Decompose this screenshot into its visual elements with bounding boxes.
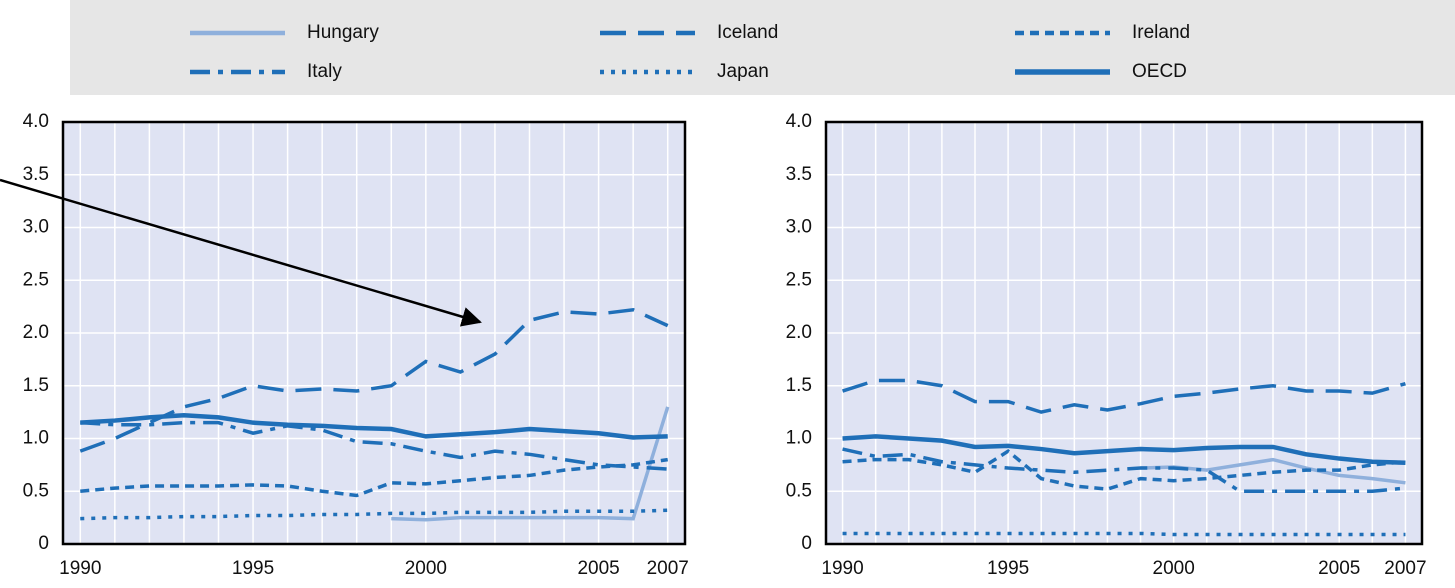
x-tick-label: 1995 [987, 558, 1029, 579]
series-line [80, 420, 668, 471]
y-tick-label: 3.5 [23, 164, 49, 185]
x-tick-label: 2005 [1318, 558, 1360, 579]
series-line [842, 448, 1406, 491]
series-line [842, 434, 1406, 466]
legend-label: Hungary [307, 22, 379, 43]
legend-label: OECD [1132, 61, 1187, 82]
legend-label: Japan [717, 61, 769, 82]
plot-frame [61, 120, 687, 546]
y-tick-label: 0 [801, 533, 812, 554]
y-tick-label: 2.5 [23, 269, 49, 290]
x-tick-label: 1995 [232, 558, 274, 579]
legend-label: Iceland [717, 22, 778, 43]
y-tick-label: 2.0 [786, 322, 812, 343]
y-tick-label: 1.0 [786, 428, 812, 449]
y-tick-label: 1.5 [786, 375, 812, 396]
x-tick-label: 2000 [1153, 558, 1195, 579]
y-tick-label: 4.0 [23, 111, 49, 132]
legend-label: Italy [307, 61, 342, 82]
plot-frame [824, 120, 1424, 546]
y-tick-label: 1.0 [23, 428, 49, 449]
y-tick-label: 3.0 [23, 217, 49, 238]
series-line [79, 307, 669, 453]
y-tick-label: 0 [38, 533, 49, 554]
series-line [842, 378, 1406, 414]
x-tick-label: 2007 [647, 558, 689, 579]
x-tick-label: 1990 [821, 558, 863, 579]
y-tick-label: 3.5 [786, 164, 812, 185]
y-tick-label: 0.5 [23, 480, 49, 501]
x-tick-label: 2000 [405, 558, 447, 579]
y-tick-label: 2.0 [23, 322, 49, 343]
series-line [842, 447, 1406, 493]
series-line [80, 457, 668, 498]
y-tick-label: 1.5 [23, 375, 49, 396]
y-tick-label: 2.5 [786, 269, 812, 290]
x-tick-label: 2005 [577, 558, 619, 579]
y-tick-label: 0.5 [786, 480, 812, 501]
y-tick-label: 4.0 [786, 111, 812, 132]
x-tick-label: 2007 [1384, 558, 1426, 579]
x-tick-label: 1990 [59, 558, 101, 579]
legend-label: Ireland [1132, 22, 1190, 43]
annotation-arrow [0, 178, 482, 327]
y-tick-label: 3.0 [786, 217, 812, 238]
series-line [80, 413, 668, 440]
legend-box [70, 0, 1455, 95]
series-line [391, 406, 670, 522]
